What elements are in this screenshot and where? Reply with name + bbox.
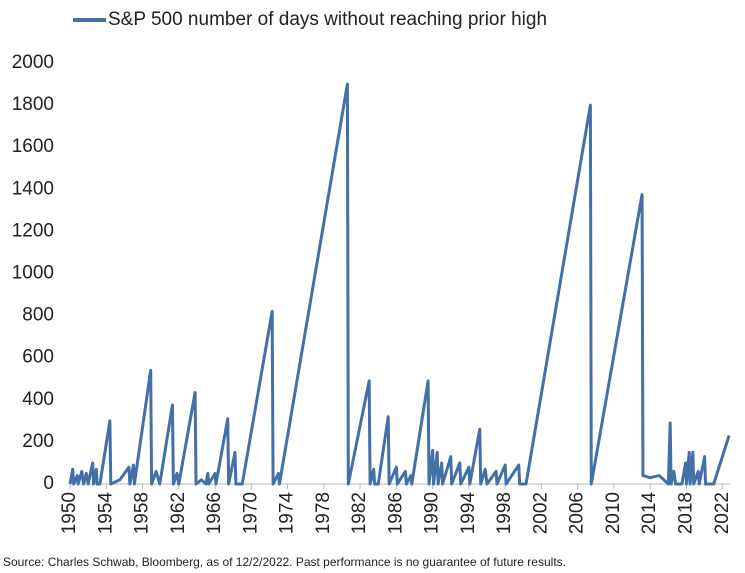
x-tick-label: 1994 xyxy=(458,492,479,535)
x-tick-label: 1962 xyxy=(168,492,189,534)
y-tick-label: 1000 xyxy=(12,263,54,284)
source-note: Source: Charles Schwab, Bloomberg, as of… xyxy=(3,555,566,569)
y-tick-label: 800 xyxy=(22,305,54,326)
x-tick-label: 1982 xyxy=(349,492,370,534)
y-tick-label: 400 xyxy=(22,389,54,410)
x-tick-label: 1966 xyxy=(204,492,225,534)
y-tick-label: 600 xyxy=(22,347,54,368)
x-tick-label: 2010 xyxy=(603,492,624,534)
x-tick-label: 1986 xyxy=(385,492,406,534)
x-tick-label: 1958 xyxy=(132,492,153,534)
legend-label: S&P 500 number of days without reaching … xyxy=(108,9,547,30)
y-tick-label: 1600 xyxy=(12,136,54,157)
x-tick-label: 1990 xyxy=(422,492,443,534)
y-tick-label: 1800 xyxy=(12,94,54,115)
data-line xyxy=(68,82,731,486)
x-tick-label: 1970 xyxy=(240,492,261,534)
x-tick-label: 1998 xyxy=(494,492,515,534)
x-tick-label: 2002 xyxy=(530,492,551,534)
y-tick-label: 1200 xyxy=(12,220,54,241)
x-tick-label: 1954 xyxy=(95,492,116,535)
y-tick-label: 1400 xyxy=(12,178,54,199)
x-tick-label: 1974 xyxy=(277,492,298,535)
x-tick-label: 1950 xyxy=(59,492,80,534)
x-tick-label: 2014 xyxy=(639,492,660,535)
x-tick-label: 1978 xyxy=(313,492,334,534)
x-tick-label: 2018 xyxy=(675,492,696,534)
y-tick-label: 0 xyxy=(43,473,54,494)
y-tick-label: 2000 xyxy=(12,52,54,73)
y-tick-label: 200 xyxy=(22,431,54,452)
x-tick-label: 2022 xyxy=(712,492,733,534)
x-tick-label: 2006 xyxy=(567,492,588,534)
